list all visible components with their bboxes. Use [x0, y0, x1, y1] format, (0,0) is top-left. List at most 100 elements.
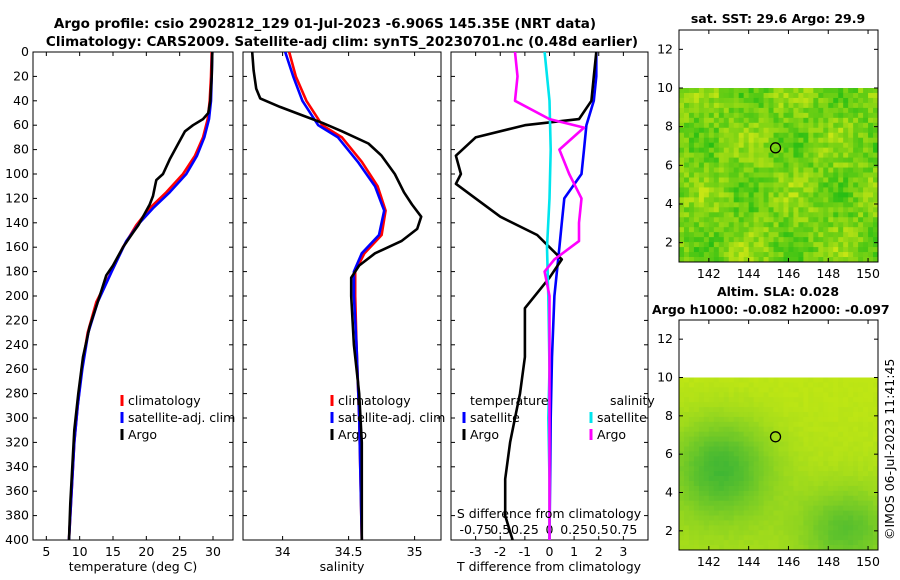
- x-tick-label: 15: [105, 544, 121, 559]
- heat-cell: [848, 525, 854, 531]
- heat-cell: [848, 510, 854, 516]
- heat-cell: [748, 257, 755, 263]
- heat-cell: [768, 192, 774, 198]
- heat-cell: [688, 530, 695, 536]
- heat-cell: [848, 456, 854, 462]
- heat-cell: [788, 421, 794, 428]
- heat-cell: [748, 107, 755, 114]
- heat-cell: [873, 107, 879, 114]
- heat-cell: [868, 382, 874, 388]
- legend-satellite-label: satellite-adj. clim: [338, 410, 445, 425]
- heat-cell: [693, 222, 700, 228]
- heat-cell: [723, 97, 730, 104]
- heat-cell: [868, 162, 874, 168]
- heat-cell: [768, 252, 774, 258]
- heat-cell: [823, 466, 829, 472]
- heat-cell: [788, 446, 794, 452]
- heat-cell: [823, 397, 829, 403]
- heat-cell: [838, 117, 844, 124]
- heat-cell: [783, 127, 789, 134]
- heat-cell: [858, 252, 864, 258]
- heat-cell: [818, 252, 824, 258]
- heat-cell: [773, 112, 779, 119]
- heat-cell: [833, 412, 839, 418]
- heat-cell: [718, 495, 725, 502]
- heat-cell: [813, 495, 819, 502]
- heat-cell: [828, 192, 834, 198]
- heat-cell: [693, 102, 700, 109]
- heat-cell: [753, 377, 760, 383]
- heat-cell: [748, 540, 755, 546]
- heat-cell: [728, 147, 735, 154]
- heat-cell: [863, 545, 869, 551]
- heat-cell: [713, 397, 720, 403]
- heat-cell: [833, 122, 839, 129]
- heat-cell: [773, 416, 779, 423]
- heat-cell: [863, 397, 869, 403]
- heat-cell: [723, 525, 730, 531]
- heat-cell: [693, 197, 700, 203]
- heat-cell: [778, 515, 784, 521]
- heat-cell: [793, 441, 799, 447]
- heat-cell: [703, 237, 710, 243]
- heat-cell: [848, 446, 854, 452]
- heat-cell: [683, 88, 690, 94]
- heat-cell: [698, 207, 705, 213]
- heat-cell: [679, 217, 685, 223]
- heat-cell: [863, 416, 869, 423]
- heat-cell: [793, 107, 799, 114]
- heat-cell: [698, 461, 705, 467]
- heat-cell: [853, 137, 859, 144]
- salinity-lines: [250, 52, 423, 540]
- heat-cell: [718, 431, 725, 438]
- heat-cell: [828, 392, 834, 398]
- heat-cell: [798, 222, 804, 228]
- heat-cell: [698, 466, 705, 472]
- heat-cell: [843, 407, 849, 413]
- heat-cell: [758, 505, 764, 511]
- heat-cell: [733, 426, 740, 433]
- heat-cell: [753, 451, 760, 457]
- heat-cell: [733, 217, 740, 223]
- heat-cell: [808, 515, 814, 521]
- heat-cell: [688, 212, 695, 218]
- heat-cell: [843, 451, 849, 457]
- heat-cell: [833, 446, 839, 452]
- heat-cell: [848, 147, 854, 154]
- heat-cell: [808, 247, 814, 253]
- heat-cell: [853, 247, 859, 253]
- heat-cell: [768, 407, 774, 413]
- heat-cell: [803, 162, 809, 168]
- heat-cell: [713, 540, 720, 546]
- heat-cell: [698, 540, 705, 546]
- heat-cell: [728, 222, 735, 228]
- heat-cell: [683, 247, 690, 253]
- heat-cell: [693, 500, 700, 507]
- heat-cell: [698, 520, 705, 526]
- heat-cell: [698, 102, 705, 109]
- heat-cell: [838, 152, 844, 158]
- heat-cell: [723, 242, 730, 248]
- heat-cell: [803, 461, 809, 467]
- heat-cell: [773, 162, 779, 168]
- heat-cell: [873, 97, 879, 104]
- heat-cell: [843, 257, 849, 263]
- heat-cell: [743, 237, 750, 243]
- heat-cell: [873, 152, 879, 158]
- heat-cell: [798, 162, 804, 168]
- heat-cell: [868, 505, 874, 511]
- heat-cell: [688, 540, 695, 546]
- heat-cell: [683, 545, 690, 551]
- heat-cell: [788, 217, 794, 223]
- heat-cell: [758, 142, 764, 149]
- heat-cell: [758, 247, 764, 253]
- heat-cell: [868, 127, 874, 134]
- heat-cell: [838, 451, 844, 457]
- heat-cell: [773, 535, 779, 541]
- heat-cell: [833, 232, 839, 238]
- heat-cell: [693, 505, 700, 511]
- heat-cell: [728, 212, 735, 218]
- heat-cell: [718, 540, 725, 546]
- heat-cell: [773, 117, 779, 124]
- heat-cell: [723, 485, 730, 492]
